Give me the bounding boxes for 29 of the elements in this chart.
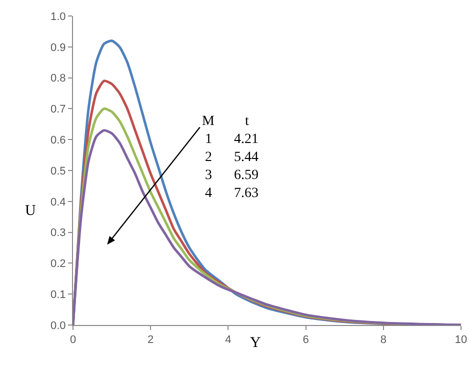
x-tick-label: 10 [454,334,468,346]
y-tick-label: 0.0 [50,320,66,332]
y-tick-label: 0.3 [50,227,66,240]
y-tick-label: 0.8 [50,72,66,85]
annotation: 5.44 [234,150,258,165]
y-tick-label: 0.7 [50,104,66,116]
annotation: 4 [205,186,212,201]
y-axis-title: U [25,203,36,219]
annotation: 6.59 [234,168,258,183]
annotation: 1 [205,132,212,147]
annotation: 4.21 [234,132,258,147]
y-tick-label: 0.9 [50,42,66,54]
y-tick-label: 0.6 [50,134,66,146]
y-tick-label: 0.2 [50,258,66,270]
annotation: 2 [205,150,212,165]
y-tick-label: 1.0 [50,10,66,23]
x-axis-title: Y [250,335,261,351]
y-tick-label: 0.1 [50,288,66,301]
y-tick-label: 0.5 [50,165,66,178]
x-tick-label: 4 [225,334,232,346]
x-tick-label: 6 [302,334,309,346]
x-tick-label: 2 [148,334,154,346]
x-tick-label: 8 [380,334,386,346]
annotation: 7.63 [234,186,258,201]
annotation: t [245,114,249,129]
y-tick-label: 0.4 [50,196,66,208]
annotation: 3 [205,168,212,183]
annotation: M [202,114,215,129]
x-tick-label: 0 [70,334,76,346]
